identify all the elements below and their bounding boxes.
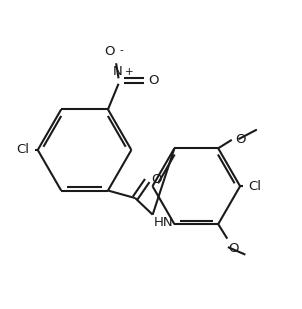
Text: Cl: Cl xyxy=(249,180,262,193)
Text: -: - xyxy=(119,45,123,55)
Text: HN: HN xyxy=(153,216,173,229)
Text: O: O xyxy=(228,242,238,255)
Text: Cl: Cl xyxy=(16,143,29,156)
Text: +: + xyxy=(125,67,133,77)
Text: O: O xyxy=(235,133,245,146)
Text: O: O xyxy=(104,45,114,58)
Text: O: O xyxy=(152,172,162,185)
Text: O: O xyxy=(149,74,159,87)
Text: N: N xyxy=(113,65,123,78)
